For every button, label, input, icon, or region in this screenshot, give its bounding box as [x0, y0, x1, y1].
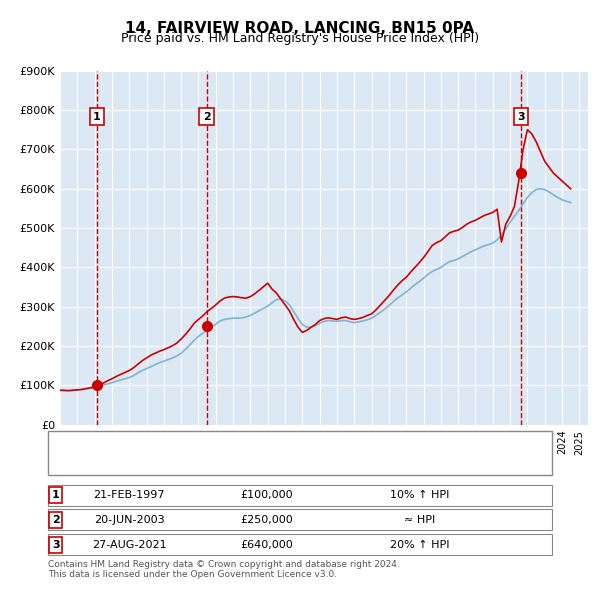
Text: 20% ↑ HPI: 20% ↑ HPI — [390, 540, 450, 550]
Text: £250,000: £250,000 — [241, 515, 293, 525]
Text: 2: 2 — [203, 112, 211, 122]
Text: ≈ HPI: ≈ HPI — [404, 515, 436, 525]
Text: 27-AUG-2021: 27-AUG-2021 — [92, 540, 166, 550]
Text: 3: 3 — [52, 540, 59, 550]
Text: 1: 1 — [93, 112, 101, 122]
Text: 3: 3 — [518, 112, 525, 122]
Text: 14, FAIRVIEW ROAD, LANCING, BN15 0PA (detached house): 14, FAIRVIEW ROAD, LANCING, BN15 0PA (de… — [87, 440, 417, 450]
Text: 10% ↑ HPI: 10% ↑ HPI — [391, 490, 449, 500]
Text: 14, FAIRVIEW ROAD, LANCING, BN15 0PA: 14, FAIRVIEW ROAD, LANCING, BN15 0PA — [125, 21, 475, 35]
Text: £100,000: £100,000 — [241, 490, 293, 500]
Text: HPI: Average price, detached house, Adur: HPI: Average price, detached house, Adur — [87, 459, 320, 469]
Text: 2: 2 — [52, 515, 59, 525]
Text: 21-FEB-1997: 21-FEB-1997 — [93, 490, 165, 500]
Text: Price paid vs. HM Land Registry's House Price Index (HPI): Price paid vs. HM Land Registry's House … — [121, 32, 479, 45]
Text: 1: 1 — [52, 490, 59, 500]
Text: 20-JUN-2003: 20-JUN-2003 — [94, 515, 164, 525]
Text: —: — — [66, 455, 83, 473]
Text: —: — — [66, 436, 83, 454]
Text: Contains HM Land Registry data © Crown copyright and database right 2024.: Contains HM Land Registry data © Crown c… — [48, 560, 400, 569]
Text: £640,000: £640,000 — [241, 540, 293, 550]
Text: This data is licensed under the Open Government Licence v3.0.: This data is licensed under the Open Gov… — [48, 571, 337, 579]
